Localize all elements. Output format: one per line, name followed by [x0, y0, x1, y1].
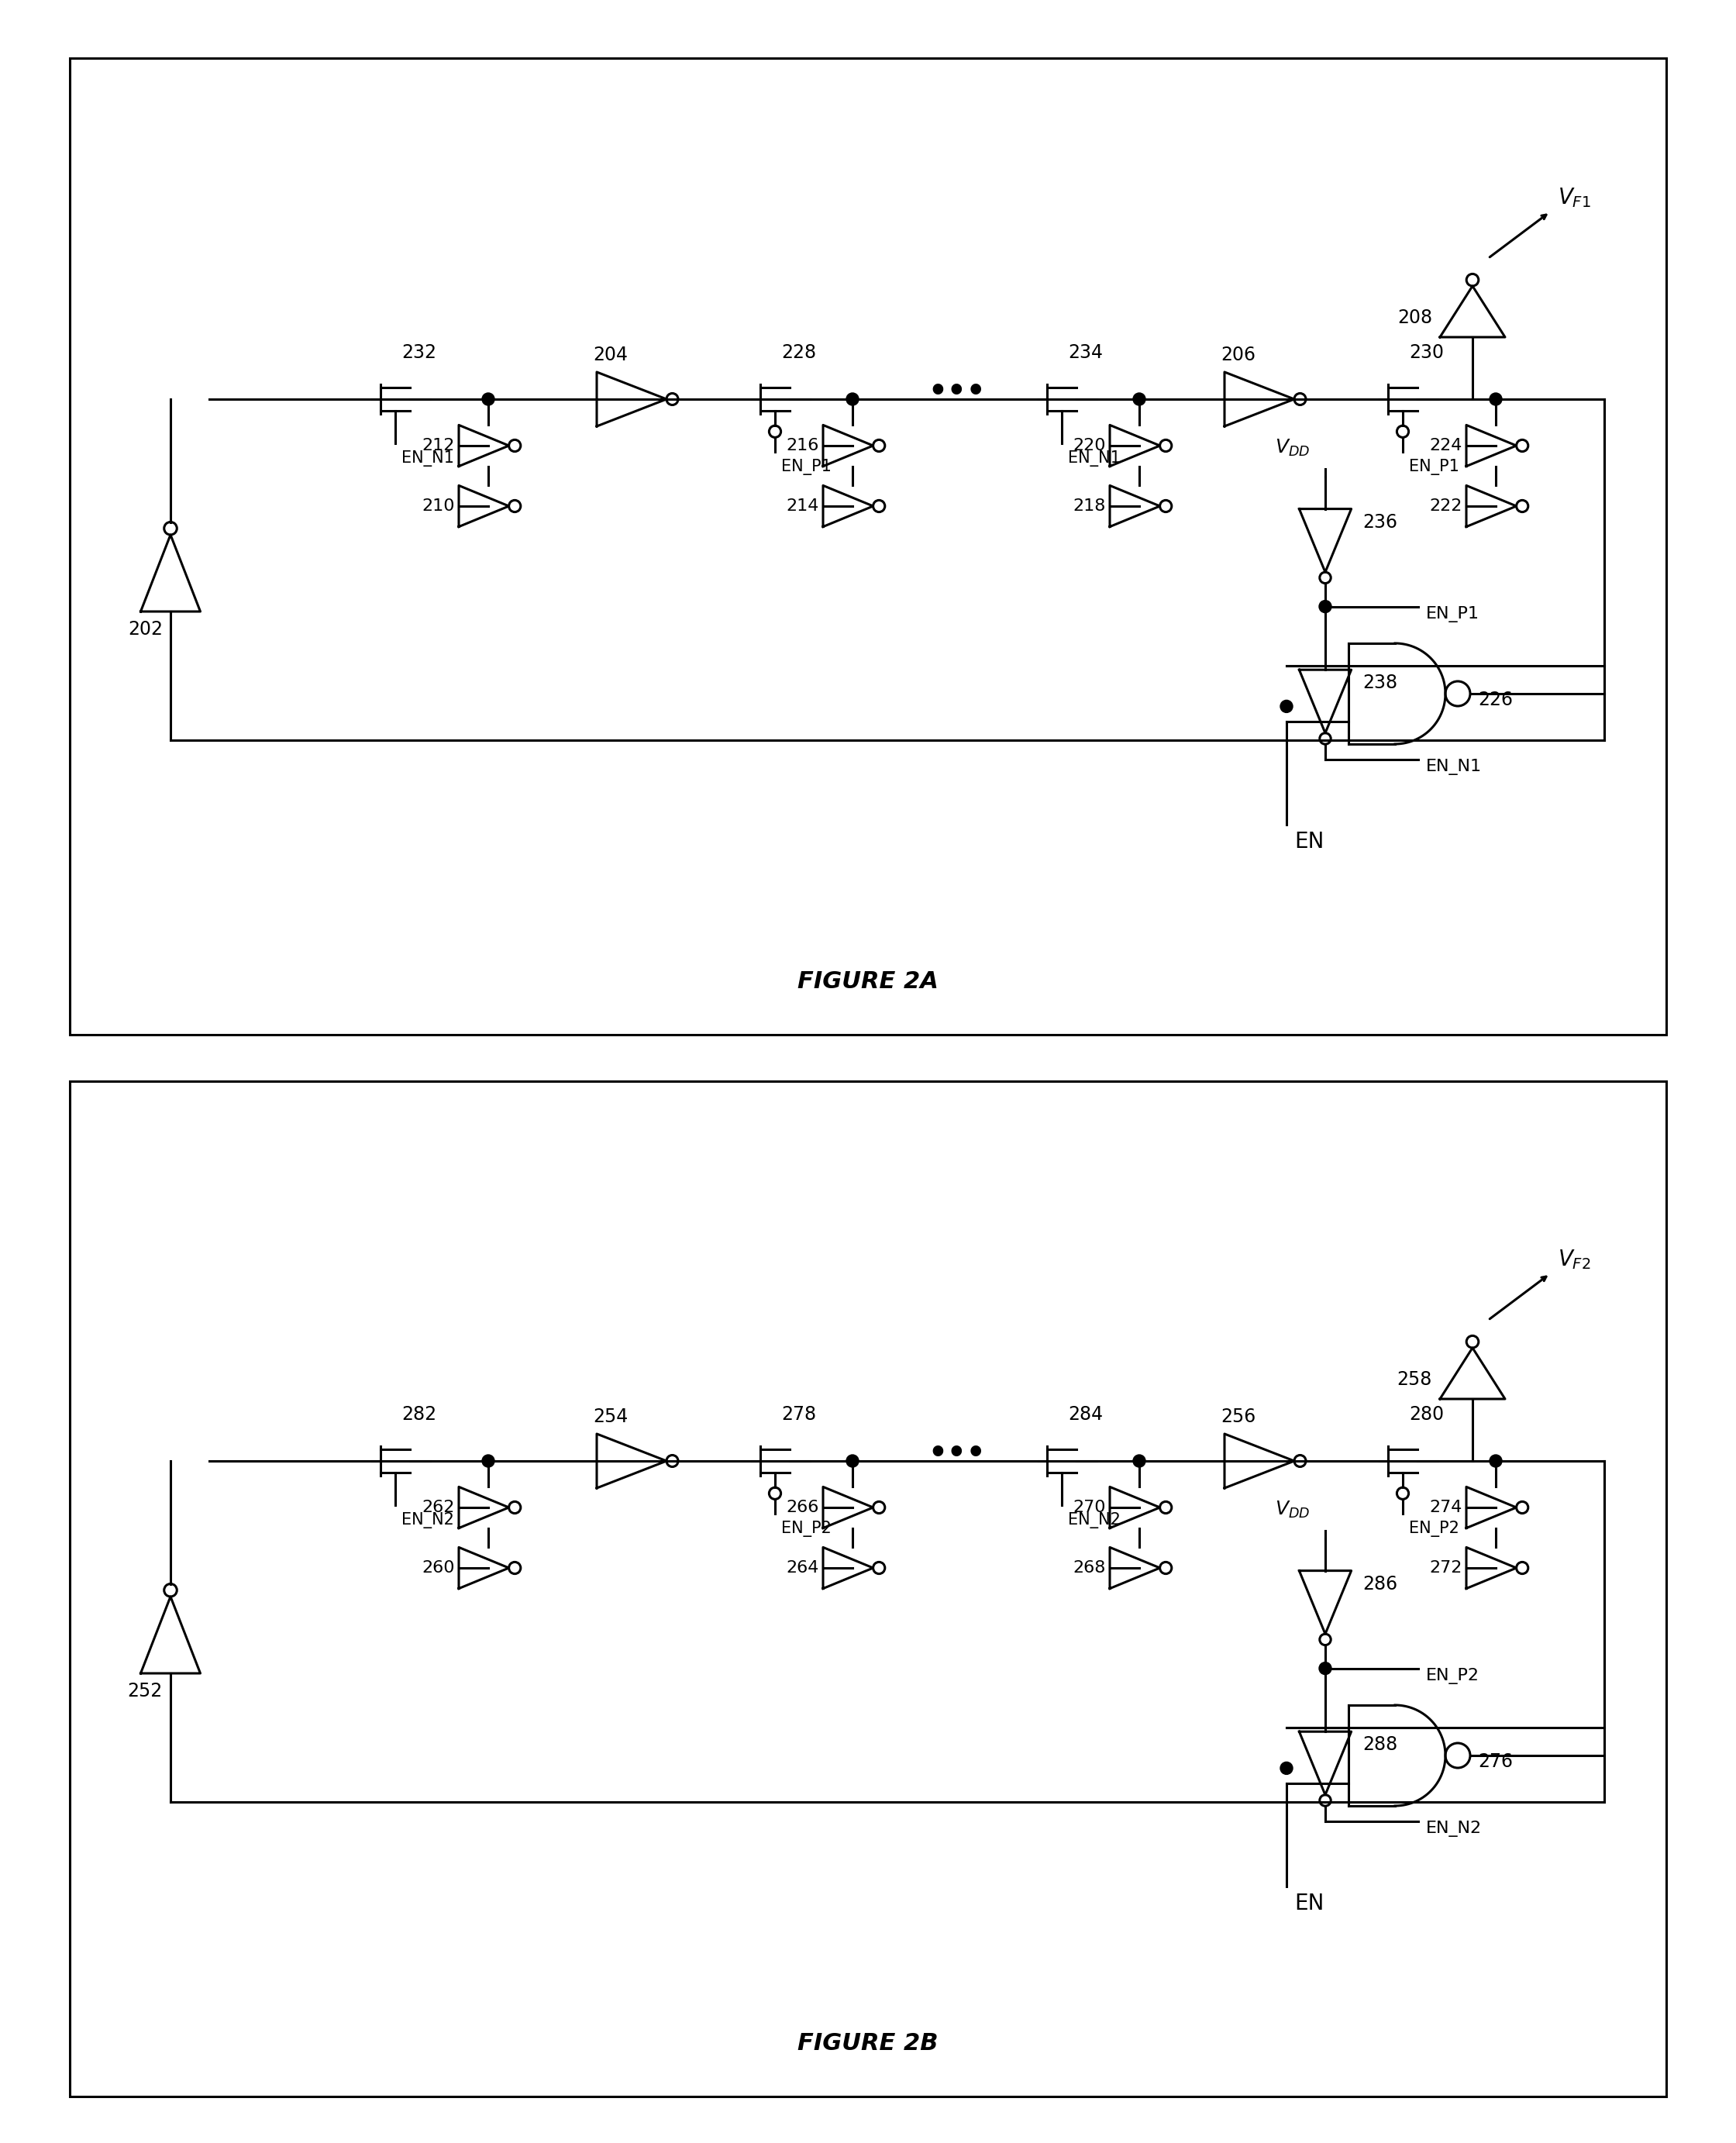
Text: EN_P1: EN_P1	[781, 459, 832, 476]
Text: EN_N2: EN_N2	[1425, 1822, 1483, 1837]
Text: 210: 210	[422, 499, 455, 514]
Text: 226: 226	[1477, 690, 1512, 709]
Text: 218: 218	[1073, 499, 1106, 514]
Text: 272: 272	[1429, 1560, 1462, 1575]
Text: 222: 222	[1429, 499, 1462, 514]
Text: 258: 258	[1397, 1369, 1432, 1389]
Text: EN_N2: EN_N2	[1068, 1513, 1120, 1528]
Text: 276: 276	[1477, 1753, 1512, 1770]
Text: EN_N2: EN_N2	[401, 1513, 455, 1528]
Text: 212: 212	[422, 437, 455, 454]
Circle shape	[847, 1455, 859, 1468]
Text: $V_{F2}$: $V_{F2}$	[1557, 1247, 1590, 1271]
Text: EN_P2: EN_P2	[1425, 1667, 1479, 1684]
Text: 252: 252	[128, 1682, 163, 1699]
Circle shape	[1319, 1663, 1332, 1674]
Text: 234: 234	[1068, 343, 1102, 362]
Text: 236: 236	[1363, 512, 1397, 531]
Text: $V_{DD}$: $V_{DD}$	[1274, 1500, 1309, 1519]
Text: 206: 206	[1220, 345, 1255, 364]
Text: 214: 214	[786, 499, 819, 514]
Text: 220: 220	[1073, 437, 1106, 454]
Text: EN_N1: EN_N1	[1068, 450, 1120, 467]
Text: 216: 216	[786, 437, 819, 454]
Text: 280: 280	[1410, 1406, 1444, 1423]
Circle shape	[1489, 392, 1502, 405]
Text: EN_P1: EN_P1	[1410, 459, 1460, 476]
Text: 288: 288	[1363, 1736, 1397, 1755]
Text: •••: •••	[929, 1438, 986, 1468]
Text: 284: 284	[1068, 1406, 1102, 1423]
Text: EN_P2: EN_P2	[781, 1522, 832, 1537]
Text: 266: 266	[786, 1500, 819, 1515]
Circle shape	[1319, 600, 1332, 613]
Bar	[69, 1082, 1667, 2096]
Text: $V_{F1}$: $V_{F1}$	[1557, 186, 1590, 210]
Text: 286: 286	[1363, 1575, 1397, 1592]
Circle shape	[483, 1455, 495, 1468]
Text: 228: 228	[781, 343, 816, 362]
Text: 268: 268	[1073, 1560, 1106, 1575]
Text: 202: 202	[128, 619, 163, 639]
Circle shape	[1134, 1455, 1146, 1468]
Circle shape	[1279, 1762, 1293, 1774]
Text: 238: 238	[1363, 673, 1397, 692]
Circle shape	[1134, 392, 1146, 405]
Text: $V_{DD}$: $V_{DD}$	[1274, 437, 1309, 459]
Circle shape	[1279, 701, 1293, 714]
Text: 260: 260	[422, 1560, 455, 1575]
Text: 224: 224	[1429, 437, 1462, 454]
Text: 254: 254	[594, 1408, 628, 1425]
Circle shape	[1489, 1455, 1502, 1468]
Text: 204: 204	[594, 345, 628, 364]
Text: EN_N1: EN_N1	[401, 450, 455, 467]
Text: EN: EN	[1295, 1892, 1325, 1914]
Text: 208: 208	[1397, 309, 1432, 328]
Text: EN: EN	[1295, 831, 1325, 853]
Text: 262: 262	[422, 1500, 455, 1515]
Text: •••: •••	[929, 377, 986, 407]
Text: EN_P1: EN_P1	[1425, 606, 1479, 621]
Text: 274: 274	[1429, 1500, 1462, 1515]
Text: FIGURE 2B: FIGURE 2B	[797, 2032, 939, 2055]
Text: 282: 282	[401, 1406, 436, 1423]
Text: 232: 232	[401, 343, 436, 362]
Text: 270: 270	[1073, 1500, 1106, 1515]
Text: 230: 230	[1410, 343, 1444, 362]
Text: 264: 264	[786, 1560, 819, 1575]
Circle shape	[483, 392, 495, 405]
Text: EN_N1: EN_N1	[1425, 759, 1483, 776]
Bar	[69, 58, 1667, 1035]
Text: FIGURE 2A: FIGURE 2A	[797, 971, 939, 992]
Circle shape	[847, 392, 859, 405]
Text: 256: 256	[1220, 1408, 1255, 1425]
Text: 278: 278	[781, 1406, 816, 1423]
Text: EN_P2: EN_P2	[1410, 1522, 1460, 1537]
